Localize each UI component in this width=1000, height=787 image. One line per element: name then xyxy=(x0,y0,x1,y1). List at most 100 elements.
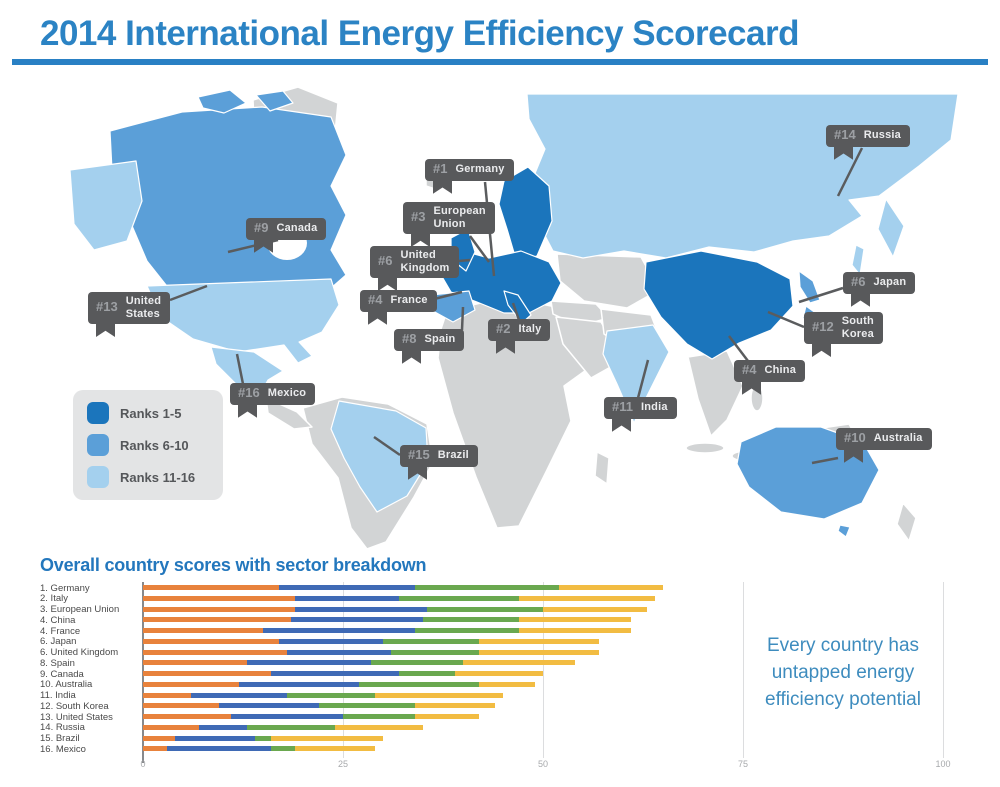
blue-segment xyxy=(279,638,383,644)
country-label-germany: #1 Germany xyxy=(425,159,514,181)
country-rank: #4 xyxy=(742,362,757,377)
country-name: France xyxy=(390,294,428,307)
chart-row-bar xyxy=(143,606,647,612)
chart-row-label: 2. Italy xyxy=(40,593,68,605)
chart-row-label: 4. China xyxy=(40,614,76,626)
gridline-100 xyxy=(943,582,944,758)
country-label-italy: #2 Italy xyxy=(488,319,551,341)
blue-segment xyxy=(231,714,343,719)
country-label-spain: #8 Spain xyxy=(394,329,465,351)
country-rank: #15 xyxy=(408,447,430,462)
orange-segment xyxy=(143,671,271,676)
country-name: Japan xyxy=(873,276,907,289)
blue-segment xyxy=(247,660,371,666)
orange-segment xyxy=(143,617,291,623)
country-rank: #11 xyxy=(612,399,633,414)
chart-title: Overall country scores with sector break… xyxy=(40,555,427,575)
x-tick-label: 50 xyxy=(537,759,548,769)
country-label-european-union: #3 European Union xyxy=(403,202,495,235)
legend-item: Ranks 11-16 xyxy=(87,466,223,488)
yellow-segment xyxy=(415,714,479,719)
blue-segment xyxy=(167,746,271,752)
country-canada-islands xyxy=(197,89,294,114)
country-rank: #10 xyxy=(844,430,866,445)
blue-segment xyxy=(263,628,415,633)
country-brazil xyxy=(330,400,429,513)
green-segment xyxy=(423,617,519,623)
country-label-canada: #9 Canada xyxy=(246,218,327,240)
chart-row-bar xyxy=(143,692,503,698)
blue-segment xyxy=(219,703,319,709)
country-label-india: #11 India xyxy=(604,397,677,419)
chart-row-label: 14. Russia xyxy=(40,722,85,734)
legend-swatch xyxy=(87,434,109,456)
green-segment xyxy=(415,628,519,633)
yellow-segment xyxy=(463,660,575,666)
yellow-segment xyxy=(559,585,663,590)
chart-row-bar xyxy=(143,703,495,709)
country-madagascar xyxy=(594,451,610,485)
legend-swatch xyxy=(87,466,109,488)
yellow-segment xyxy=(543,606,647,612)
orange-segment xyxy=(143,628,263,633)
chart-row-bar xyxy=(143,735,383,741)
blue-segment xyxy=(239,681,359,687)
yellow-segment xyxy=(455,671,543,676)
x-tick-label: 25 xyxy=(337,759,348,769)
country-name: European Union xyxy=(433,205,486,230)
green-segment xyxy=(371,660,463,666)
chart-row-label: 13. United States xyxy=(40,711,113,723)
green-segment xyxy=(271,746,295,752)
country-rank: #1 xyxy=(433,161,448,176)
legend-label: Ranks 11-16 xyxy=(120,469,196,485)
chart-row-bar xyxy=(143,638,599,644)
chart-row-label: 6. Japan xyxy=(40,636,77,648)
sector-breakdown-chart: 1. Germany 2. Italy 3. European Union 4. Ch… xyxy=(40,582,952,785)
green-segment xyxy=(383,638,479,644)
country-label-china: #4 China xyxy=(734,360,806,382)
chart-row-bar xyxy=(143,595,655,601)
x-tick-label: 0 xyxy=(140,759,146,769)
chart-row-label: 11. India xyxy=(40,690,76,701)
indonesia xyxy=(685,442,725,454)
blue-segment xyxy=(199,724,247,730)
chart-row-bar xyxy=(143,628,631,633)
rank-legend: Ranks 1-5 Ranks 6-10 Ranks 11-16 xyxy=(73,390,223,500)
orange-segment xyxy=(143,606,295,612)
central-america xyxy=(265,397,313,430)
country-rank: #4 xyxy=(368,292,383,307)
country-rank: #13 xyxy=(96,299,118,315)
chart-row-bar xyxy=(143,649,599,655)
green-segment xyxy=(359,681,479,687)
country-canada xyxy=(109,106,347,293)
region-se-asia xyxy=(687,350,744,437)
country-rank: #9 xyxy=(254,220,269,235)
x-tick-label: 75 xyxy=(737,759,748,769)
green-segment xyxy=(399,595,519,601)
country-name: Spain xyxy=(424,333,456,346)
green-segment xyxy=(255,735,271,741)
orange-segment xyxy=(143,703,219,709)
chart-row-bar xyxy=(143,671,543,676)
country-name: South Korea xyxy=(841,315,874,340)
page-title: 2014 International Energy Efficiency Sco… xyxy=(40,14,799,53)
green-segment xyxy=(247,724,335,730)
orange-segment xyxy=(143,714,231,719)
chart-row-label: 8. Spain xyxy=(40,657,75,669)
country-name: Canada xyxy=(276,222,318,235)
orange-segment xyxy=(143,649,287,655)
orange-segment xyxy=(143,638,279,644)
legend-swatch xyxy=(87,402,109,424)
country-rank: #6 xyxy=(378,253,393,269)
x-tick-label: 100 xyxy=(935,759,951,769)
blue-segment xyxy=(295,606,427,612)
country-name: Russia xyxy=(863,129,901,142)
legend-item: Ranks 1-5 xyxy=(87,402,223,424)
green-segment xyxy=(427,606,543,612)
country-rank: #12 xyxy=(812,319,834,335)
region-central-asia xyxy=(556,253,660,309)
country-rank: #2 xyxy=(496,321,511,336)
blue-segment xyxy=(291,617,423,623)
chart-row-bar xyxy=(143,660,575,666)
gridline-75 xyxy=(743,582,744,758)
